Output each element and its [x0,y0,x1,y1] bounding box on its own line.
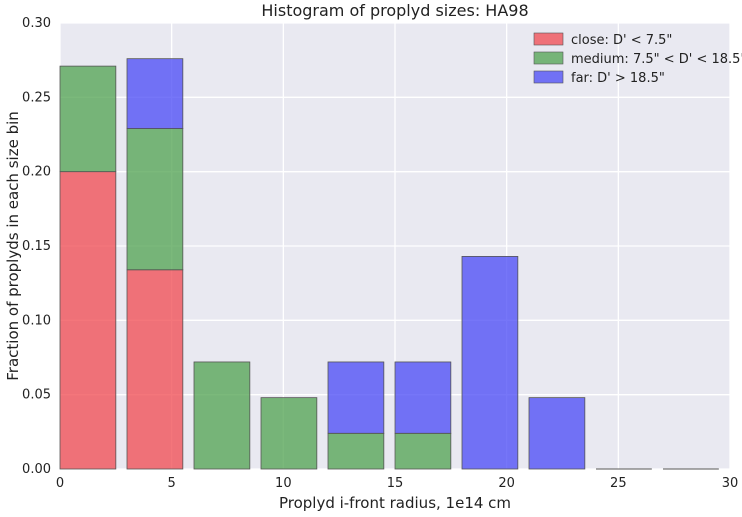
y-tick-label: 0.05 [22,388,51,403]
x-tick-label: 25 [610,476,627,491]
legend: close: D' < 7.5" medium: 7.5" < D' < 18.5… [533,32,742,86]
chart-title: Histogram of proplyd sizes: HA98 [261,1,528,20]
x-tick-label: 10 [275,476,292,491]
y-tick-label: 0.10 [22,313,51,328]
y-axis-label: Fraction of proplyds in each size bin [4,111,22,381]
x-tick-label: 15 [387,476,404,491]
tick-labels: 0 5 10 15 20 25 30 0.00 0.05 0.10 0.15 0.20 0.25 0.30 [22,16,738,491]
x-tick-label: 30 [722,476,739,491]
bars-group [59,58,719,470]
x-tick-label: 0 [56,476,64,491]
legend-swatch-close [533,32,564,46]
bar-segment-close-bin-0 [59,171,117,470]
x-axis-label: Proplyd i-front radius, 1e14 cm [279,494,511,512]
bar-segment-far-bin-5 [394,361,452,434]
bar-segment-far-bin-1 [126,58,184,129]
bar-segment-far-bin-4 [327,361,385,434]
y-tick-label: 0.20 [22,165,51,180]
bar-segment-close-bin-1 [126,269,184,470]
bar-segment-medium-bin-5 [394,432,452,470]
legend-label-medium: medium: 7.5" < D' < 18.5" [571,52,742,67]
y-tick-label: 0.00 [22,462,51,477]
bar-segment-medium-bin-0 [59,65,117,173]
legend-label-far: far: D' > 18.5" [571,71,665,86]
y-tick-label: 0.25 [22,90,51,105]
x-tick-label: 20 [498,476,515,491]
legend-swatch-far [533,70,564,84]
legend-swatch-medium [533,51,564,65]
x-tick-label: 5 [168,476,176,491]
bar-segment-medium-bin-2 [193,361,251,470]
bar-segment-medium-bin-4 [327,432,385,470]
bar-segment-far-bin-7 [528,397,586,470]
bar-segment-medium-bin-3 [260,397,318,470]
bar-segment-far-bin-6 [461,256,519,470]
y-tick-label: 0.30 [22,16,51,31]
bar-segment-medium-bin-1 [126,128,184,271]
legend-label-close: close: D' < 7.5" [571,33,672,48]
y-tick-label: 0.15 [22,239,51,254]
